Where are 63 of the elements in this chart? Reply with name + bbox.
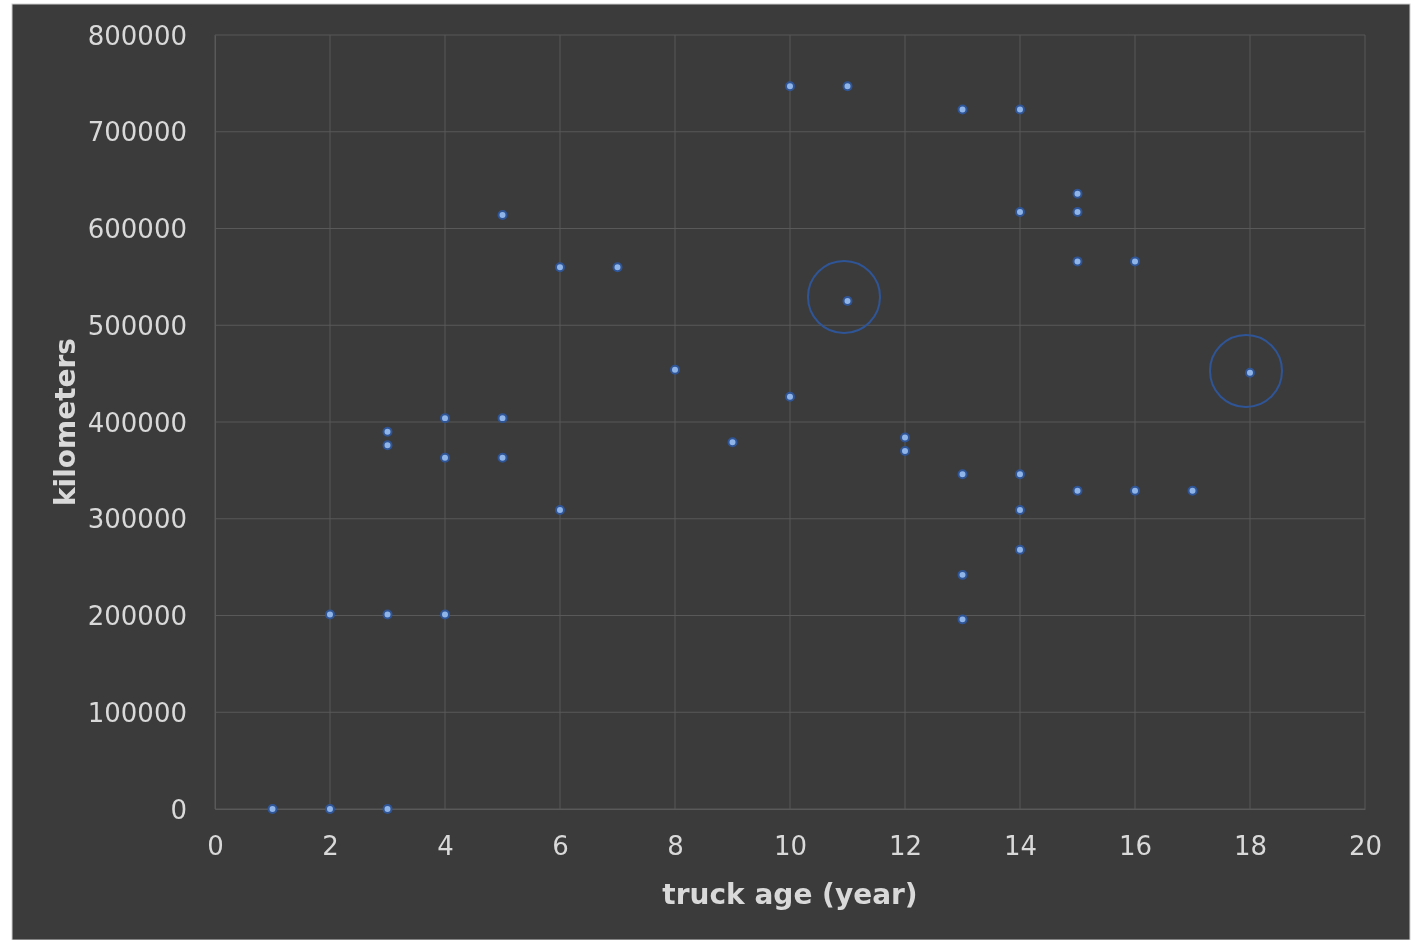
point — [785, 391, 795, 402]
point — [900, 446, 910, 457]
y-tick-label: 0 — [170, 794, 187, 825]
point — [727, 437, 738, 448]
x-tick-label: 8 — [667, 831, 684, 862]
x-tick-label: 2 — [322, 831, 339, 862]
point — [497, 209, 508, 220]
point — [497, 413, 508, 424]
point — [382, 609, 393, 620]
x-tick-label: 18 — [1233, 831, 1268, 862]
point — [842, 81, 853, 92]
point — [1072, 256, 1083, 267]
y-axis-title: kilometers — [49, 337, 82, 507]
point — [1130, 256, 1140, 267]
point — [1130, 485, 1140, 496]
point — [1015, 505, 1025, 516]
point — [440, 609, 450, 620]
point — [382, 440, 393, 451]
y-tick-label: 800000 — [87, 20, 187, 51]
x-tick-label: 10 — [773, 831, 808, 862]
point — [1015, 207, 1025, 218]
point — [957, 569, 968, 580]
point — [1187, 485, 1198, 496]
point — [382, 426, 393, 437]
point — [957, 104, 968, 115]
point — [900, 432, 910, 443]
y-tick-label: 400000 — [87, 407, 187, 438]
point — [440, 452, 450, 463]
point — [1072, 188, 1083, 199]
point — [1015, 104, 1025, 115]
x-tick-label: 14 — [1003, 831, 1038, 862]
point — [325, 609, 335, 620]
point — [1072, 207, 1083, 218]
y-tick-label: 700000 — [87, 117, 187, 148]
point — [497, 452, 508, 463]
y-tick-label: 200000 — [87, 601, 187, 632]
point — [1072, 485, 1083, 496]
x-axis-title: truck age (year) — [662, 878, 918, 911]
point — [325, 804, 335, 814]
y-tick-label: 500000 — [87, 310, 187, 341]
point — [382, 804, 393, 814]
y-tick-label: 300000 — [87, 504, 187, 535]
point — [555, 505, 565, 516]
point — [957, 469, 968, 480]
point — [785, 81, 795, 92]
point — [957, 614, 968, 625]
x-tick-label: 6 — [552, 831, 569, 862]
x-tick-label: 12 — [888, 831, 923, 862]
x-tick-label: 16 — [1118, 831, 1153, 862]
x-tick-label: 20 — [1348, 831, 1383, 862]
point — [1015, 544, 1025, 555]
y-tick-label: 100000 — [87, 697, 187, 728]
point — [612, 262, 623, 273]
point — [842, 296, 853, 307]
point — [670, 364, 680, 375]
point — [440, 413, 450, 424]
x-tick-label: 0 — [207, 831, 224, 862]
point — [1015, 469, 1025, 480]
point — [1245, 367, 1255, 378]
point — [267, 804, 278, 814]
y-tick-label: 600000 — [87, 214, 187, 245]
x-tick-label: 4 — [437, 831, 454, 862]
point — [555, 262, 565, 273]
